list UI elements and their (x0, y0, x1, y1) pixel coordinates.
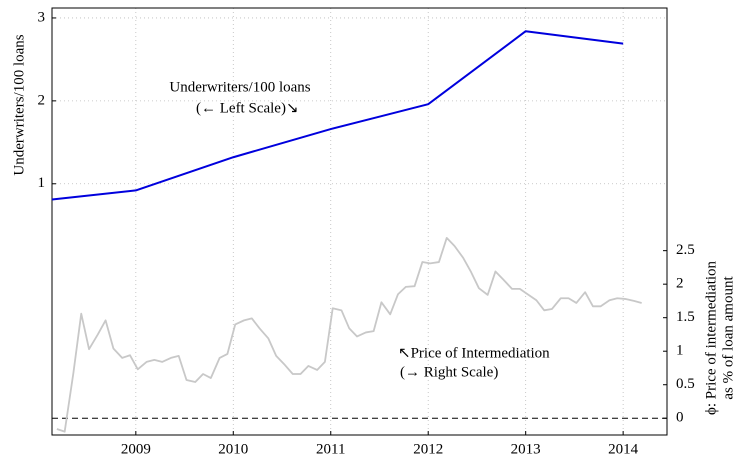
y2-tick-label: 1.5 (676, 309, 695, 325)
y-tick-label: 2 (38, 92, 46, 108)
y2-tick-label: 1 (676, 343, 684, 359)
y-tick-label: 3 (38, 9, 46, 25)
x-tick-label: 2012 (413, 441, 443, 457)
annotation: ↖Price of Intermediation (398, 345, 550, 361)
line-series (56, 237, 642, 433)
y2-tick-label: 0 (676, 410, 684, 426)
annotation: Underwriters/100 loans (169, 79, 310, 95)
annotation: (→ Right Scale) (400, 364, 498, 380)
x-tick-label: 2010 (218, 441, 248, 457)
y2-axis-label: as % of loan amount (720, 276, 736, 400)
y2-axis-label: ϕ: Price of intermediation (703, 260, 719, 415)
plot-frame (51, 7, 668, 436)
y-axis-label: Underwriters/100 loans (11, 34, 27, 175)
annotation: (← Left Scale)↘ (196, 100, 299, 116)
x-tick-label: 2013 (511, 441, 541, 457)
x-tick-label: 2014 (608, 441, 639, 457)
grid (52, 8, 667, 435)
x-tick-label: 2011 (316, 441, 345, 457)
y-tick-label: 1 (38, 175, 46, 191)
line-series (51, 30, 624, 201)
y2-tick-label: 2 (676, 276, 684, 292)
x-tick-label: 2009 (121, 441, 151, 457)
y2-tick-label: 2.5 (676, 242, 695, 258)
y2-tick-label: 0.5 (676, 376, 695, 392)
